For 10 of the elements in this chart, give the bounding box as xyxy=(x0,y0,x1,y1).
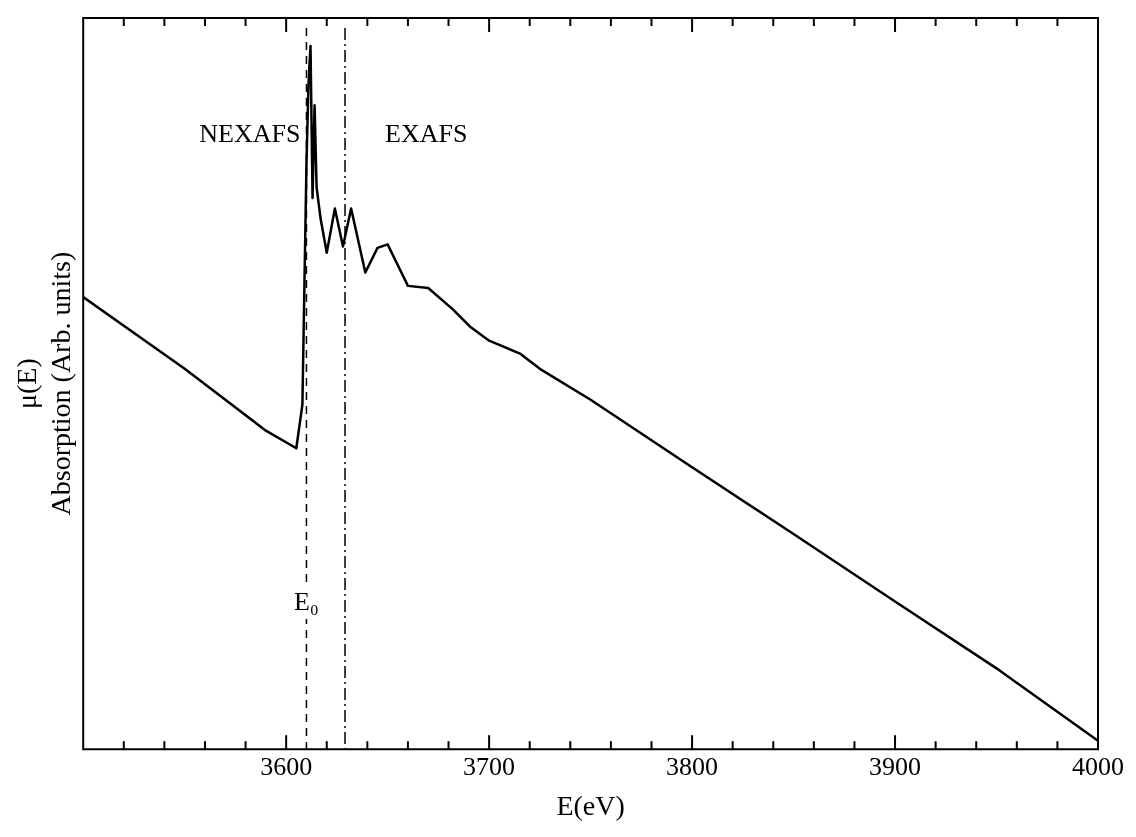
y-axis-title: μ(E) Absorption (Arb. units) xyxy=(11,251,76,516)
ref-line-label: E₀ xyxy=(293,586,319,616)
x-tick-label: 4000 xyxy=(1072,751,1124,781)
x-tick-label: 3600 xyxy=(260,751,313,781)
x-tick-label: 3900 xyxy=(869,751,922,781)
annotation: EXAFS xyxy=(385,118,468,148)
x-tick-label: 3800 xyxy=(666,751,719,781)
x-axis-title: E(eV) xyxy=(556,789,625,821)
annotation: NEXAFS xyxy=(199,118,301,148)
x-tick-label: 3700 xyxy=(463,751,516,781)
